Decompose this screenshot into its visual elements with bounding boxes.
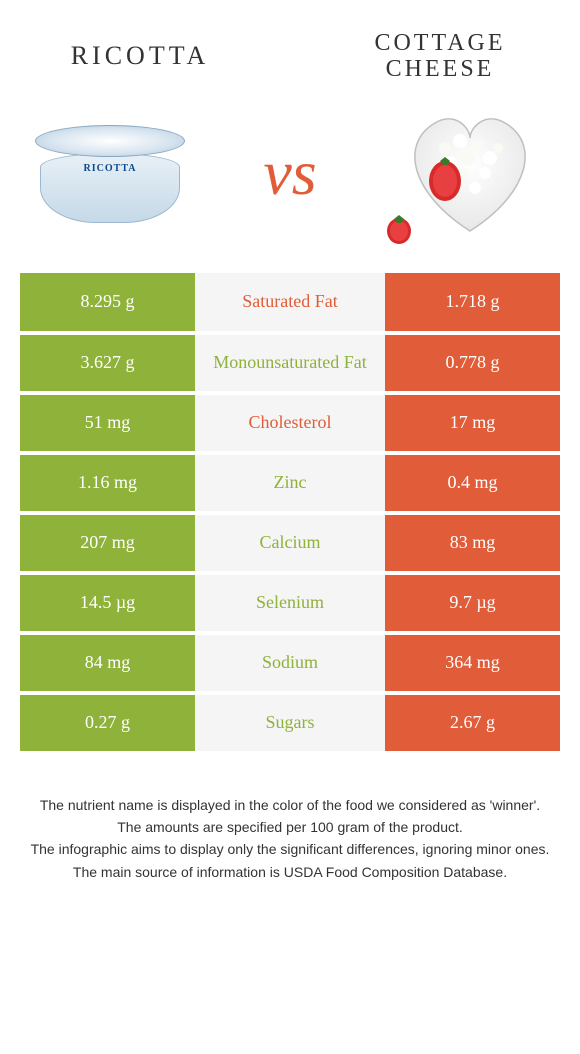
footnote-line: The amounts are specified per 100 gram o…: [30, 817, 550, 837]
left-value-cell: 0.27 g: [20, 693, 195, 753]
right-value-cell: 1.718 g: [385, 273, 560, 333]
table-row: 8.295 gSaturated Fat1.718 g: [20, 273, 560, 333]
nutrient-label-cell: Zinc: [195, 453, 385, 513]
left-value-cell: 84 mg: [20, 633, 195, 693]
right-value-cell: 9.7 µg: [385, 573, 560, 633]
table-row: 1.16 mgZinc0.4 mg: [20, 453, 560, 513]
nutrient-label-cell: Calcium: [195, 513, 385, 573]
footnote-line: The infographic aims to display only the…: [30, 839, 550, 859]
left-value-cell: 207 mg: [20, 513, 195, 573]
footnote-line: The main source of information is USDA F…: [30, 862, 550, 882]
ricotta-tub-icon: RICOTTA: [35, 123, 185, 223]
left-value-cell: 8.295 g: [20, 273, 195, 333]
nutrient-label-cell: Cholesterol: [195, 393, 385, 453]
right-food-title: COTTAGE CHEESE: [320, 30, 560, 83]
right-value-cell: 83 mg: [385, 513, 560, 573]
images-row: RICOTTA vs: [20, 103, 560, 243]
vs-label: vs: [263, 136, 316, 210]
cottage-cheese-heart-icon: [390, 103, 550, 243]
right-food-image: [380, 103, 560, 243]
nutrient-label-cell: Saturated Fat: [195, 273, 385, 333]
left-value-cell: 14.5 µg: [20, 573, 195, 633]
right-value-cell: 17 mg: [385, 393, 560, 453]
footnotes: The nutrient name is displayed in the co…: [20, 795, 560, 882]
comparison-header: RICOTTA COTTAGE CHEESE: [20, 30, 560, 83]
nutrient-label-cell: Sugars: [195, 693, 385, 753]
right-value-cell: 0.778 g: [385, 333, 560, 393]
tub-label: RICOTTA: [55, 163, 165, 174]
left-food-image: RICOTTA: [20, 103, 200, 243]
left-value-cell: 1.16 mg: [20, 453, 195, 513]
table-row: 0.27 gSugars2.67 g: [20, 693, 560, 753]
strawberry-icon: [382, 211, 416, 245]
right-value-cell: 2.67 g: [385, 693, 560, 753]
nutrient-label-cell: Selenium: [195, 573, 385, 633]
nutrient-label-cell: Monounsaturated Fat: [195, 333, 385, 393]
footnote-line: The nutrient name is displayed in the co…: [30, 795, 550, 815]
nutrient-comparison-table: 8.295 gSaturated Fat1.718 g3.627 gMonoun…: [20, 273, 560, 755]
table-row: 51 mgCholesterol17 mg: [20, 393, 560, 453]
table-row: 84 mgSodium364 mg: [20, 633, 560, 693]
table-row: 14.5 µgSelenium9.7 µg: [20, 573, 560, 633]
table-row: 3.627 gMonounsaturated Fat0.778 g: [20, 333, 560, 393]
nutrient-label-cell: Sodium: [195, 633, 385, 693]
left-food-title: RICOTTA: [20, 41, 260, 71]
table-row: 207 mgCalcium83 mg: [20, 513, 560, 573]
left-value-cell: 51 mg: [20, 393, 195, 453]
right-value-cell: 364 mg: [385, 633, 560, 693]
right-value-cell: 0.4 mg: [385, 453, 560, 513]
left-value-cell: 3.627 g: [20, 333, 195, 393]
